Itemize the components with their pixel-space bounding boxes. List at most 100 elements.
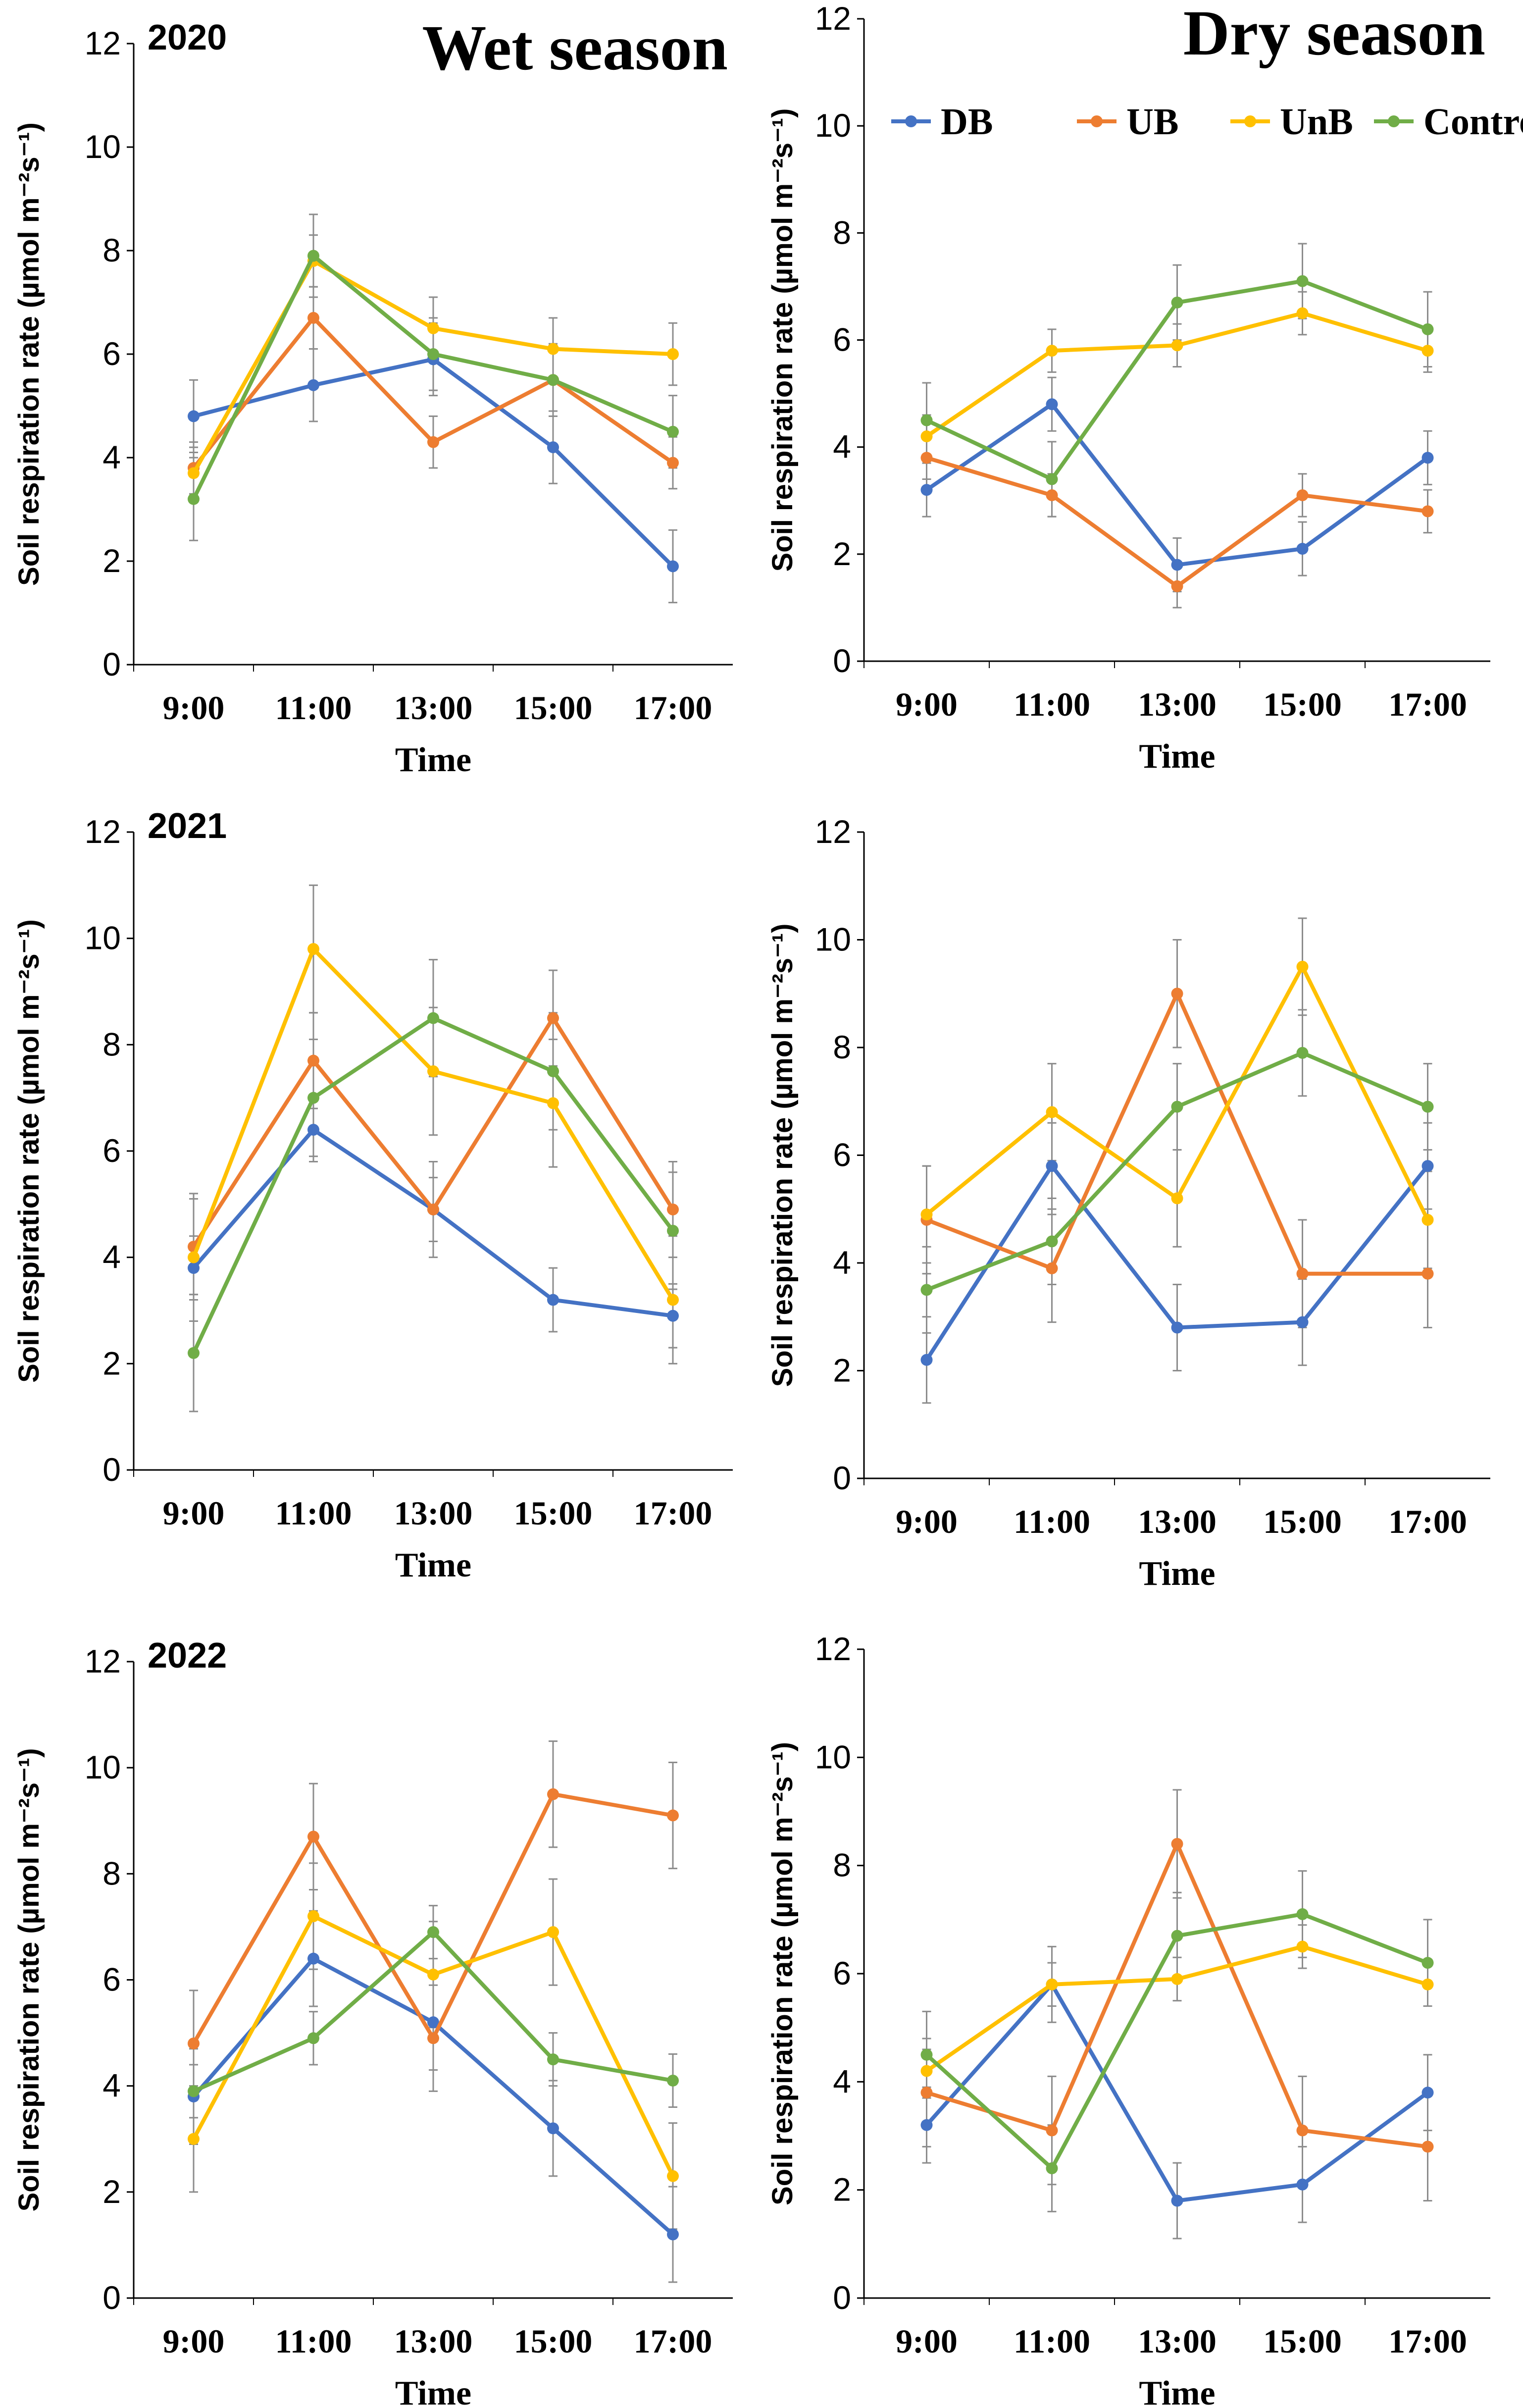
data-point-unb [1421,1978,1434,1990]
x-tick-label: 15:00 [514,2322,593,2360]
x-tick-label: 17:00 [1388,685,1467,723]
legend-item-unb: UnB [1230,101,1353,143]
chart-wet-2022: 0 2 4 6 8 10 12 9:00 11:00 13:00 15:00 17:00 Time Soi… [13,1636,733,2408]
data-point-control [307,1092,319,1104]
y-tick-label: 0 [833,642,851,679]
data-point-unb [427,1968,439,1981]
legend-label: Control [1423,101,1523,143]
y-tick-label: 0 [833,2279,851,2316]
charts-layer: 0 2 4 6 8 10 12 9:00 11:00 13:00 15:00 17:00 Time Soi… [13,0,1490,2408]
legend-label: DB [941,101,993,143]
year-label: 2021 [148,806,227,846]
data-point-unb [188,467,200,479]
data-point-control [188,2085,200,2097]
x-axis-label: Time [395,741,471,779]
data-point-ub [1171,1838,1183,1850]
data-point-unb [1171,339,1183,352]
x-tick-label: 9:00 [163,2322,225,2360]
data-point-ub [1046,2124,1058,2137]
data-point-control [427,1012,439,1024]
data-point-unb [307,943,319,955]
x-tick-label: 11:00 [1014,1503,1090,1540]
data-point-ub [427,2032,439,2044]
y-tick-label: 0 [102,1451,121,1488]
data-point-unb [1296,307,1309,319]
y-tick-label: 10 [85,1749,121,1785]
data-point-ub [1171,580,1183,592]
data-point-control [427,1926,439,1938]
x-tick-label: 9:00 [896,2322,958,2360]
data-point-ub [1296,2124,1309,2137]
x-tick-label: 13:00 [394,2322,473,2360]
legend-label: UnB [1280,101,1353,143]
data-point-db [920,2119,933,2131]
y-tick-label: 6 [102,1961,121,1998]
x-tick-label: 17:00 [1388,2322,1467,2360]
data-point-control [427,348,439,360]
data-point-unb [188,2133,200,2145]
data-point-db [547,441,559,454]
y-tick-label: 8 [102,232,121,268]
y-tick-label: 12 [85,25,121,61]
x-tick-label: 17:00 [634,1494,712,1532]
y-tick-label: 4 [833,428,851,465]
data-point-unb [1421,345,1434,357]
data-point-ub [667,1809,679,1822]
data-point-ub [307,312,319,324]
y-tick-label: 4 [833,2063,851,2099]
x-axis-label: Time [1139,737,1215,776]
year-label: 2020 [148,18,227,57]
data-point-db [667,1309,679,1322]
data-point-db [1421,1160,1434,1172]
x-tick-label: 11:00 [275,689,352,727]
data-point-control [547,1065,559,1077]
y-tick-label: 4 [102,439,121,475]
legend-item-control: Control [1374,101,1523,143]
chart-dry-2020: 0 2 4 6 8 10 12 9:00 11:00 13:00 15:00 17:00 Time Soi… [766,0,1490,776]
data-point-control [1296,275,1309,287]
data-point-ub [427,1204,439,1216]
data-point-db [920,1354,933,1366]
x-tick-label: 13:00 [394,689,473,727]
data-point-db [1171,1321,1183,1334]
data-point-control [1421,1100,1434,1113]
x-axis-label: Time [395,1546,471,1584]
data-point-unb [1296,960,1309,973]
data-point-db [1171,559,1183,571]
year-label: 2022 [148,1636,227,1675]
data-point-db [1046,1160,1058,1172]
data-point-db [188,1262,200,1274]
y-tick-label: 0 [102,2279,121,2316]
legend-item-db: DB [891,101,993,143]
data-point-control [667,1225,679,1237]
y-tick-label: 8 [102,1855,121,1891]
data-point-ub [1046,1262,1058,1274]
data-point-ub [1171,988,1183,1000]
x-tick-label: 15:00 [514,689,593,727]
data-point-control [307,250,319,262]
data-point-control [920,1284,933,1296]
chart-dry-2021: 0 2 4 6 8 10 12 9:00 11:00 13:00 15:00 17:00 Time Soi… [766,813,1490,1593]
data-point-ub [667,457,679,469]
x-tick-label: 15:00 [1263,1503,1342,1540]
data-point-control [547,374,559,386]
y-tick-label: 4 [833,1244,851,1281]
data-point-control [920,414,933,426]
data-point-unb [427,322,439,334]
x-tick-label: 9:00 [896,1503,958,1540]
data-point-control [1296,1908,1309,1920]
data-point-control [188,1347,200,1359]
y-tick-label: 4 [102,1239,121,1275]
data-point-control [1171,1930,1183,1942]
data-point-ub [1296,489,1309,501]
y-tick-label: 12 [815,813,851,850]
x-tick-label: 13:00 [1138,685,1217,723]
data-point-db [667,560,679,573]
data-point-unb [547,1926,559,1938]
y-tick-label: 8 [833,214,851,251]
y-tick-label: 8 [833,1029,851,1065]
legend: DB UB UnB Control [891,101,1523,143]
data-point-ub [1421,505,1434,518]
y-tick-label: 8 [833,1847,851,1884]
data-point-control [547,2053,559,2066]
